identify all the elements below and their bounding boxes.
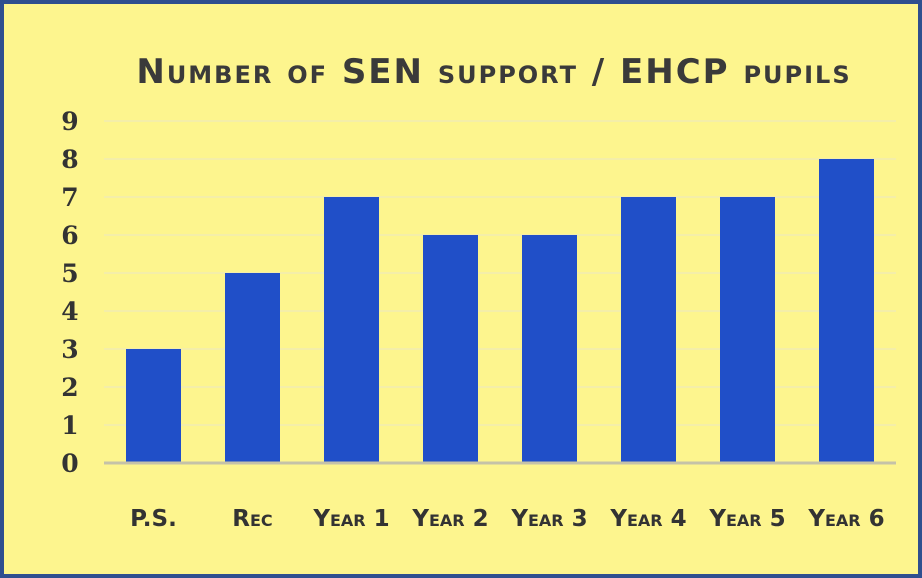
x-tick-label: Year 6 — [807, 506, 884, 532]
x-tick-labels: P.S. Rec Year 1 Year 2 Year 3 Year 4 Year 5 Yea… — [130, 506, 885, 532]
bar — [324, 197, 379, 463]
y-tick-label: 0 — [61, 449, 78, 478]
y-tick-label: 1 — [61, 411, 78, 440]
bar — [423, 235, 478, 463]
gridlines — [104, 120, 896, 426]
x-tick-label: Rec — [232, 506, 272, 532]
x-tick-label: Year 1 — [312, 506, 389, 532]
y-tick-label: 7 — [61, 183, 78, 212]
bar — [621, 197, 676, 463]
y-tick-label: 6 — [61, 221, 78, 250]
x-tick-label: Year 3 — [510, 506, 587, 532]
bar — [522, 235, 577, 463]
bar — [819, 159, 874, 463]
x-tick-label: Year 4 — [609, 506, 686, 532]
bar — [720, 197, 775, 463]
bars — [126, 159, 874, 463]
chart-title: Number of SEN support / EHCP pupils — [136, 52, 852, 92]
y-tick-label: 3 — [61, 335, 78, 364]
y-tick-label: 2 — [61, 373, 78, 402]
y-tick-label: 5 — [61, 259, 78, 288]
y-tick-labels: 0 1 2 3 4 5 6 7 8 9 — [61, 107, 78, 478]
x-tick-label: P.S. — [130, 506, 177, 532]
x-tick-label: Year 5 — [708, 506, 785, 532]
bar — [225, 273, 280, 463]
x-tick-label: Year 2 — [411, 506, 488, 532]
y-tick-label: 9 — [61, 107, 78, 136]
bar — [126, 349, 181, 463]
y-tick-label: 4 — [61, 297, 78, 326]
y-tick-label: 8 — [61, 145, 78, 174]
